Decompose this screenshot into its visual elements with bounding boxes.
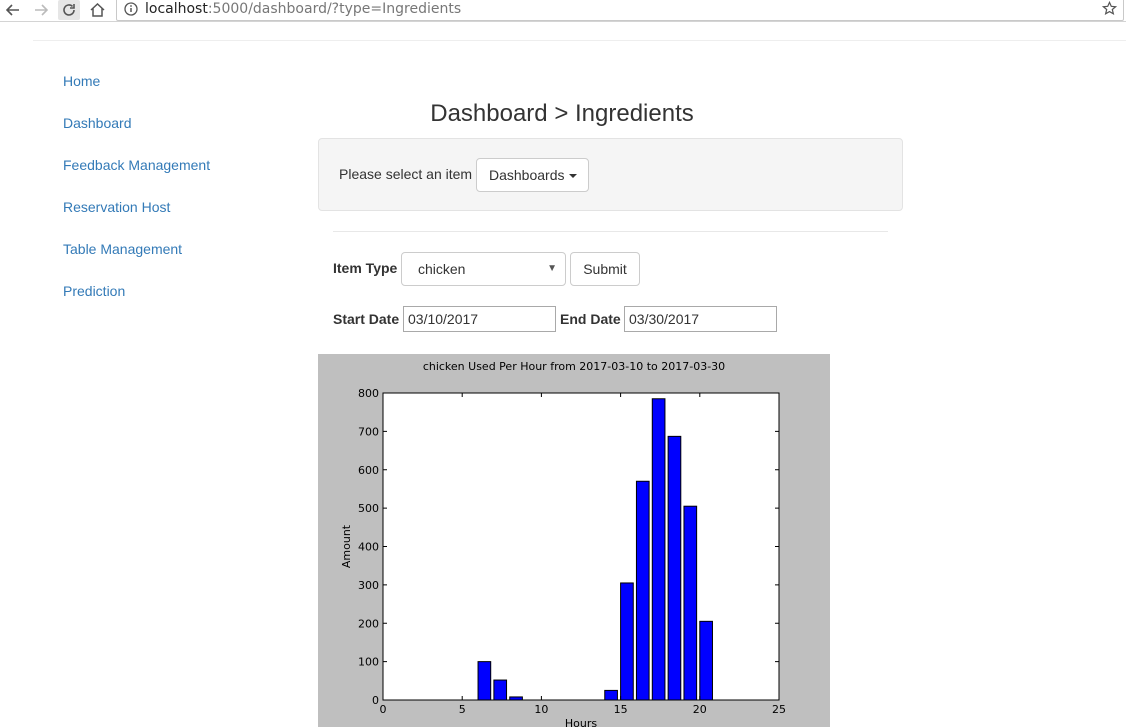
sidebar-item-feedback-management[interactable]: Feedback Management: [63, 157, 211, 173]
end-date-label: End Date: [560, 311, 621, 327]
chart-bar: [493, 679, 508, 701]
y-tick-label: 300: [358, 579, 379, 592]
item-type-value: chicken: [418, 261, 466, 277]
sidebar-item-prediction[interactable]: Prediction: [63, 283, 126, 299]
dashboards-dropdown-button[interactable]: Dashboards: [476, 158, 589, 192]
chart-bar: [477, 661, 492, 701]
url-host: localhost: [145, 1, 208, 17]
x-axis-label: Hours: [565, 717, 597, 727]
bookmark-star-icon[interactable]: [1102, 1, 1117, 16]
submit-button[interactable]: Submit: [570, 252, 640, 286]
top-divider: [33, 40, 1126, 41]
x-tick-label: 25: [772, 703, 786, 716]
chart-bar: [699, 620, 713, 701]
y-axis-label: Amount: [340, 524, 353, 568]
chart-title: chicken Used Per Hour from 2017-03-10 to…: [423, 360, 725, 373]
y-tick-label: 100: [358, 656, 379, 669]
item-type-label: Item Type: [333, 260, 398, 276]
x-tick-label: 5: [459, 703, 466, 716]
x-tick-label: 0: [380, 703, 387, 716]
sidebar-item-dashboard[interactable]: Dashboard: [63, 115, 132, 131]
forward-icon[interactable]: [30, 0, 52, 20]
y-tick-label: 200: [358, 617, 379, 630]
y-tick-label: 400: [358, 541, 379, 554]
y-tick-label: 500: [358, 502, 379, 515]
x-tick-label: 10: [534, 703, 548, 716]
end-date-input[interactable]: 03/30/2017: [624, 306, 777, 332]
sidebar-item-reservation-host[interactable]: Reservation Host: [63, 199, 171, 215]
chart-bar: [651, 398, 666, 701]
chart-svg: 0 5 10 15 20 25 0 100 200 300 400 500 600 700 800 chick…: [340, 360, 786, 727]
start-date-input[interactable]: 03/10/2017: [403, 306, 556, 332]
url-path: :5000/dashboard/?type=Ingredients: [207, 1, 462, 17]
browser-toolbar: localhost:5000/dashboard/?type=Ingredien…: [0, 0, 1126, 22]
x-tick-label: 20: [693, 703, 707, 716]
sidebar-item-home[interactable]: Home: [63, 73, 101, 89]
chart-bar: [667, 435, 682, 701]
y-tick-label: 700: [358, 425, 379, 438]
ingredient-usage-chart: 0 5 10 15 20 25 0 100 200 300 400 500 600 700 800 chick…: [318, 354, 830, 727]
y-tick-label: 0: [372, 694, 379, 707]
home-icon[interactable]: [86, 0, 108, 20]
start-date-label: Start Date: [333, 311, 400, 327]
item-type-select[interactable]: chicken ▼: [401, 252, 566, 286]
info-icon[interactable]: [124, 2, 138, 16]
reload-icon[interactable]: [58, 0, 80, 20]
dropdown-label: Dashboards: [489, 167, 565, 183]
page-title: Dashboard > Ingredients: [430, 100, 694, 127]
select-arrow-icon: ▼: [547, 263, 557, 274]
chart-bar: [635, 480, 650, 701]
select-prompt: Please select an item: [339, 166, 473, 182]
chart-bar: [683, 505, 698, 701]
chart-bar: [604, 689, 618, 701]
form-divider: [333, 231, 888, 232]
back-icon[interactable]: [2, 0, 24, 20]
item-selector-panel: Please select an item Dashboards: [318, 138, 903, 211]
address-bar[interactable]: localhost:5000/dashboard/?type=Ingredien…: [116, 0, 1124, 21]
url-text[interactable]: localhost:5000/dashboard/?type=Ingredien…: [145, 0, 461, 20]
sidebar-item-table-management[interactable]: Table Management: [63, 241, 183, 257]
y-tick-label: 800: [358, 387, 379, 400]
plot-area: [383, 393, 779, 700]
caret-down-icon: [568, 174, 577, 179]
x-tick-label: 15: [614, 703, 628, 716]
y-tick-label: 600: [358, 464, 379, 477]
chart-bar: [620, 582, 634, 701]
